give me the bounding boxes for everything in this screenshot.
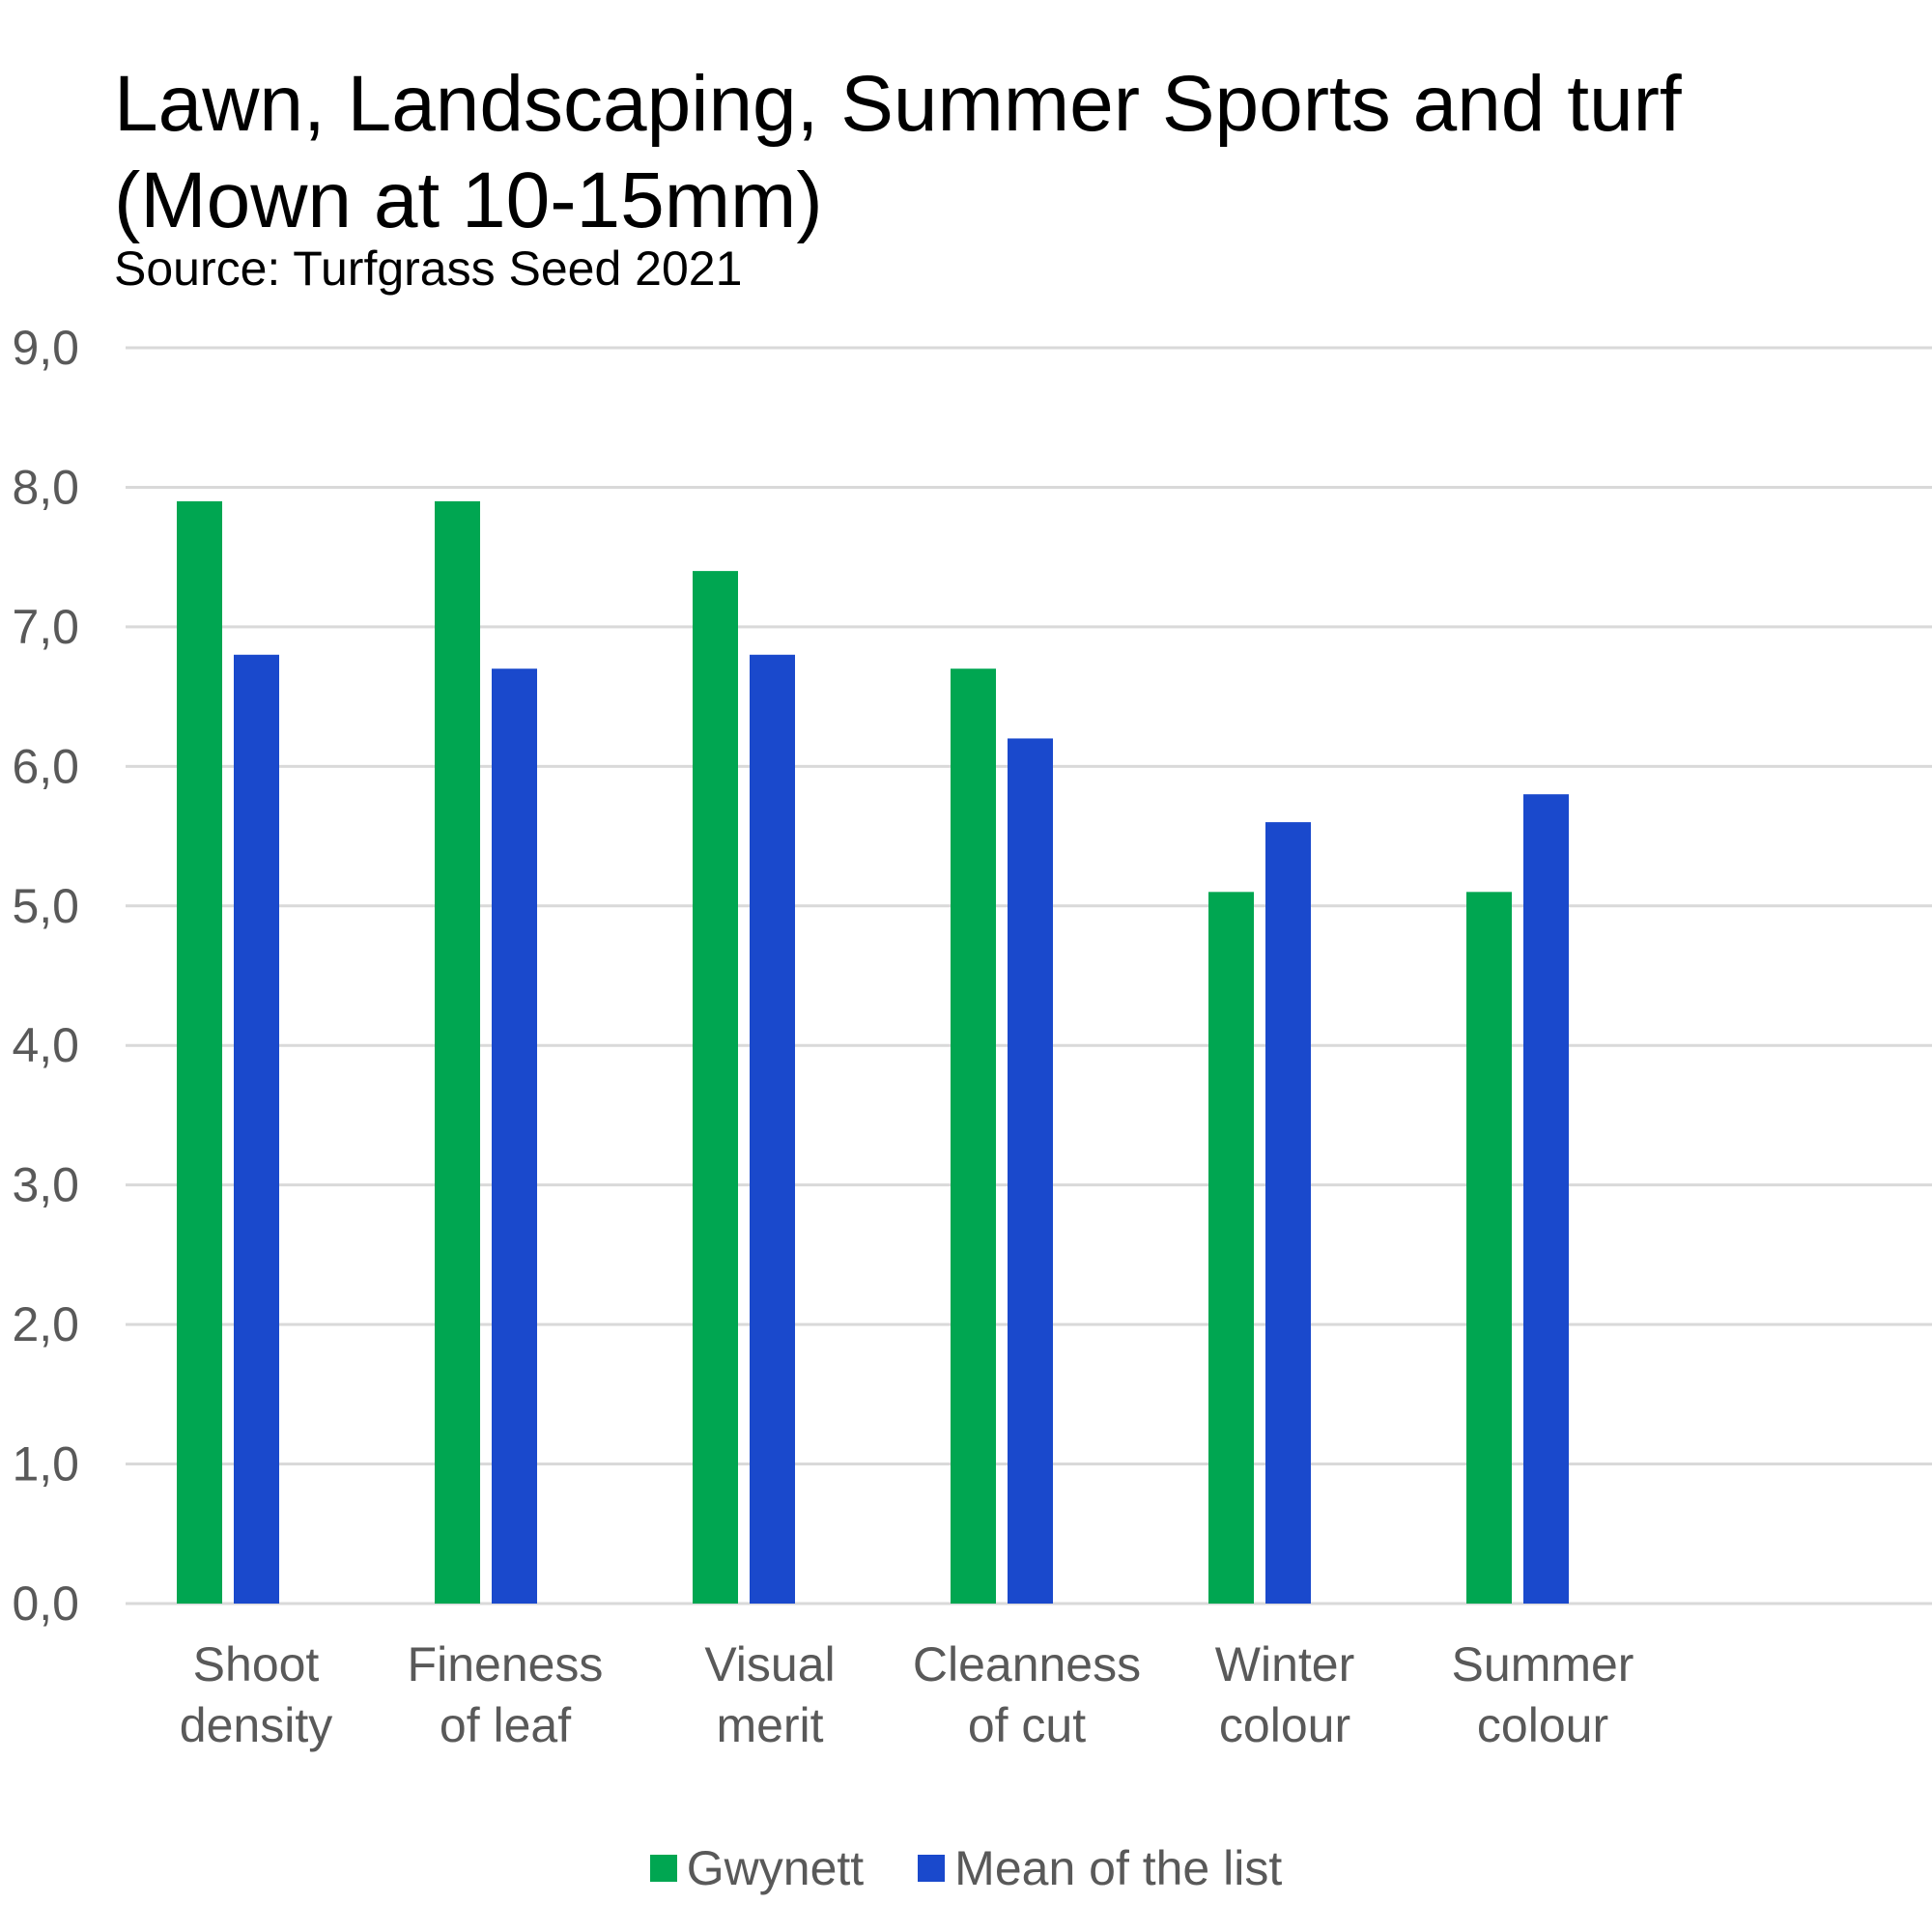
y-tick-label: 7,0 [12,600,79,654]
y-tick-label: 4,0 [12,1018,79,1072]
bar-gwynett-3 [951,668,996,1604]
bar-gwynett-2 [693,571,738,1604]
y-tick-label: 5,0 [12,879,79,933]
x-category-label: Fineness of leaf [408,1637,604,1752]
chart-subtitle: Source: Turfgrass Seed 2021 [114,242,743,296]
bar-mean-3 [1008,738,1053,1604]
y-tick-label: 0,0 [12,1577,79,1631]
bar-mean-1 [492,668,537,1604]
legend-item-mean: Mean of the list [918,1840,1282,1896]
legend-swatch-mean [918,1855,946,1882]
bar-mean-2 [750,654,795,1604]
x-axis-category-labels: Shoot density Fineness of leaf Visual merit Cl… [180,1637,1634,1752]
y-tick-label: 6,0 [12,739,79,793]
bar-gwynett-4 [1208,892,1254,1604]
x-category-label: Winter colour [1215,1637,1354,1752]
legend-label-gwynett: Gwynett [686,1841,865,1895]
y-tick-label: 3,0 [12,1158,79,1212]
y-tick-label: 1,0 [12,1437,79,1492]
legend-item-gwynett: Gwynett [649,1840,865,1896]
legend-swatch-gwynett [649,1855,677,1882]
x-category-label: Shoot density [180,1637,332,1752]
y-tick-label: 9,0 [12,321,79,375]
bar-mean-0 [234,654,279,1604]
legend: Gwynett Mean of the list [0,1840,1932,1896]
x-category-label: Visual merit [704,1637,835,1752]
legend-label-mean: Mean of the list [954,1841,1283,1895]
bar-mean-5 [1523,794,1569,1604]
bar-gwynett-1 [435,500,480,1604]
bar-gwynett-0 [177,500,222,1604]
y-tick-label: 2,0 [12,1297,79,1351]
x-category-label: Cleanness of cut [913,1637,1141,1752]
bars [177,500,1569,1604]
chart-title: Lawn, Landscaping, Summer Sports and tur… [114,60,1682,244]
y-axis-tick-labels: 0,0 1,0 2,0 3,0 4,0 5,0 6,0 7,0 8,0 9,0 [12,321,79,1631]
x-category-label: Summer colour [1452,1637,1634,1752]
bar-gwynett-5 [1466,892,1512,1604]
y-tick-label: 8,0 [12,460,79,514]
bar-mean-4 [1265,822,1311,1604]
